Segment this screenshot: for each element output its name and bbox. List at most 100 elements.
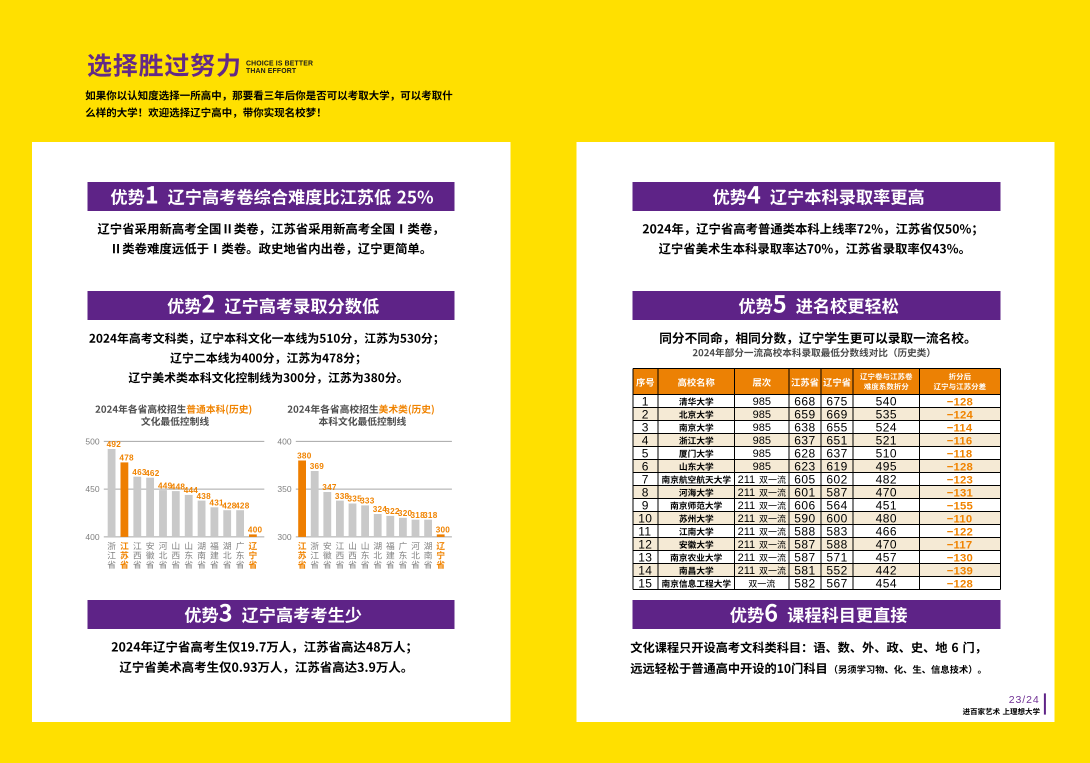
svg-text:THAN EFFORT: THAN EFFORT [246, 68, 297, 75]
svg-text:−118: −118 [947, 448, 973, 460]
svg-text:211: 211 [738, 474, 756, 486]
svg-text:335: 335 [348, 495, 363, 504]
svg-text:CHOICE IS BETTER: CHOICE IS BETTER [246, 61, 313, 68]
svg-text:605: 605 [794, 472, 815, 486]
svg-text:322: 322 [385, 507, 400, 516]
svg-text:985: 985 [753, 409, 771, 421]
svg-text:651: 651 [826, 433, 847, 447]
svg-text:535: 535 [876, 407, 897, 421]
svg-text:300: 300 [277, 532, 291, 542]
svg-text:659: 659 [794, 407, 815, 421]
svg-text:655: 655 [826, 420, 847, 434]
svg-text:338: 338 [335, 492, 350, 501]
svg-text:400: 400 [277, 437, 291, 447]
svg-text:438: 438 [197, 492, 212, 501]
svg-text:300: 300 [436, 526, 451, 535]
svg-text:564: 564 [826, 498, 847, 512]
svg-text:442: 442 [876, 563, 897, 577]
svg-text:675: 675 [826, 394, 847, 408]
svg-text:444: 444 [184, 486, 199, 495]
svg-text:500: 500 [85, 437, 99, 447]
svg-text:581: 581 [794, 563, 815, 577]
svg-text:−114: −114 [947, 422, 973, 434]
svg-text:−128: −128 [947, 578, 973, 590]
svg-text:1: 1 [642, 394, 649, 408]
svg-text:400: 400 [85, 532, 99, 542]
svg-text:400: 400 [248, 526, 263, 535]
svg-text:470: 470 [876, 537, 897, 551]
svg-text:211: 211 [738, 539, 756, 551]
svg-text:320: 320 [398, 509, 413, 518]
svg-text:985: 985 [753, 461, 771, 473]
svg-text:628: 628 [794, 446, 815, 460]
svg-text:619: 619 [826, 459, 847, 473]
svg-text:−110: −110 [947, 513, 973, 525]
svg-text:606: 606 [794, 498, 815, 512]
svg-text:380: 380 [297, 452, 312, 461]
svg-text:495: 495 [876, 459, 897, 473]
svg-text:−155: −155 [947, 500, 973, 512]
svg-text:571: 571 [826, 550, 847, 564]
svg-text:454: 454 [876, 576, 897, 590]
svg-text:567: 567 [826, 576, 847, 590]
svg-text:637: 637 [794, 433, 815, 447]
svg-text:448: 448 [171, 482, 186, 491]
svg-text:492: 492 [107, 440, 122, 449]
svg-text:9: 9 [642, 498, 649, 512]
svg-text:14: 14 [638, 563, 652, 577]
svg-text:552: 552 [826, 563, 847, 577]
svg-text:601: 601 [794, 485, 815, 499]
svg-text:470: 470 [876, 485, 897, 499]
svg-text:431: 431 [209, 499, 224, 508]
svg-text:428: 428 [222, 501, 237, 510]
svg-text:3: 3 [642, 420, 649, 434]
svg-text:985: 985 [753, 435, 771, 447]
svg-text:11: 11 [638, 524, 651, 538]
svg-text:985: 985 [753, 448, 771, 460]
svg-text:−131: −131 [947, 487, 973, 499]
svg-text:211: 211 [738, 526, 756, 538]
svg-text:602: 602 [826, 472, 847, 486]
svg-text:587: 587 [794, 537, 815, 551]
svg-text:457: 457 [876, 550, 897, 564]
svg-text:582: 582 [794, 576, 815, 590]
svg-text:985: 985 [753, 422, 771, 434]
svg-text:587: 587 [826, 485, 847, 499]
svg-text:4: 4 [642, 433, 649, 447]
svg-text:10: 10 [638, 511, 652, 525]
svg-text:524: 524 [876, 420, 897, 434]
svg-text:2: 2 [642, 407, 649, 421]
svg-text:−123: −123 [947, 474, 973, 486]
svg-text:985: 985 [753, 396, 771, 408]
svg-text:449: 449 [158, 481, 173, 490]
svg-text:482: 482 [876, 472, 897, 486]
svg-text:−128: −128 [947, 396, 973, 408]
svg-text:−139: −139 [947, 565, 973, 577]
svg-text:478: 478 [119, 454, 134, 463]
svg-text:318: 318 [411, 511, 426, 520]
svg-text:−117: −117 [947, 539, 973, 551]
svg-text:−130: −130 [947, 552, 973, 564]
svg-text:13: 13 [638, 550, 652, 564]
svg-text:510: 510 [876, 446, 897, 460]
svg-text:638: 638 [794, 420, 815, 434]
svg-text:7: 7 [642, 472, 649, 486]
svg-text:−124: −124 [947, 409, 974, 421]
svg-text:521: 521 [876, 433, 897, 447]
svg-text:540: 540 [876, 394, 897, 408]
svg-text:12: 12 [638, 537, 652, 551]
svg-text:668: 668 [794, 394, 815, 408]
svg-text:463: 463 [132, 468, 147, 477]
svg-text:450: 450 [85, 484, 99, 494]
svg-text:211: 211 [738, 552, 756, 564]
svg-text:462: 462 [145, 469, 160, 478]
svg-text:23/24: 23/24 [1009, 694, 1040, 706]
svg-text:428: 428 [235, 501, 250, 510]
svg-text:588: 588 [826, 537, 847, 551]
svg-text:333: 333 [360, 497, 375, 506]
svg-text:324: 324 [373, 505, 388, 514]
svg-text:318: 318 [423, 511, 438, 520]
svg-text:211: 211 [738, 513, 756, 525]
svg-text:480: 480 [876, 511, 897, 525]
svg-text:623: 623 [794, 459, 815, 473]
